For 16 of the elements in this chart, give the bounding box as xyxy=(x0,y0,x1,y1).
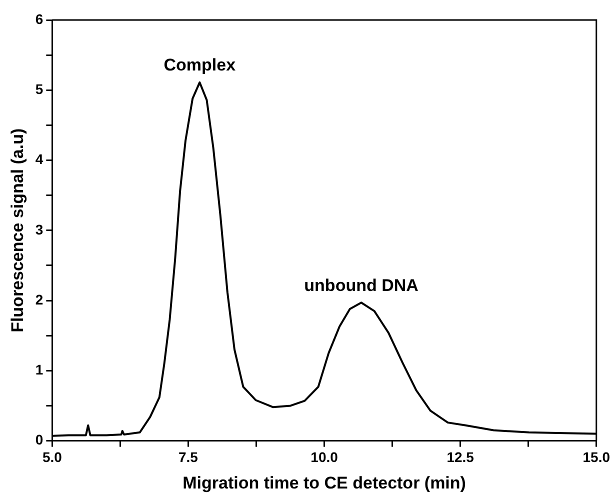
y-tick-label: 2 xyxy=(35,291,44,308)
y-tick-label: 4 xyxy=(35,151,44,168)
x-tick-label: 10.0 xyxy=(310,449,338,466)
y-axis-title: Fluorescence signal (a.u) xyxy=(8,128,27,332)
x-tick-label: 15.0 xyxy=(582,449,610,466)
y-tick-label: 1 xyxy=(35,362,44,378)
annotation: Complex xyxy=(164,56,236,75)
annotation: unbound DNA xyxy=(304,276,418,295)
x-axis-title: Migration time to CE detector (min) xyxy=(182,473,466,492)
y-tick-label: 5 xyxy=(35,80,44,97)
x-tick-label: 12.5 xyxy=(446,449,474,466)
y-tick-label: 0 xyxy=(35,432,44,448)
y-tick-label: 6 xyxy=(35,10,44,27)
x-tick-label: 5.0 xyxy=(42,449,62,466)
x-tick-label: 7.5 xyxy=(178,449,198,466)
y-tick-label: 3 xyxy=(35,221,44,238)
